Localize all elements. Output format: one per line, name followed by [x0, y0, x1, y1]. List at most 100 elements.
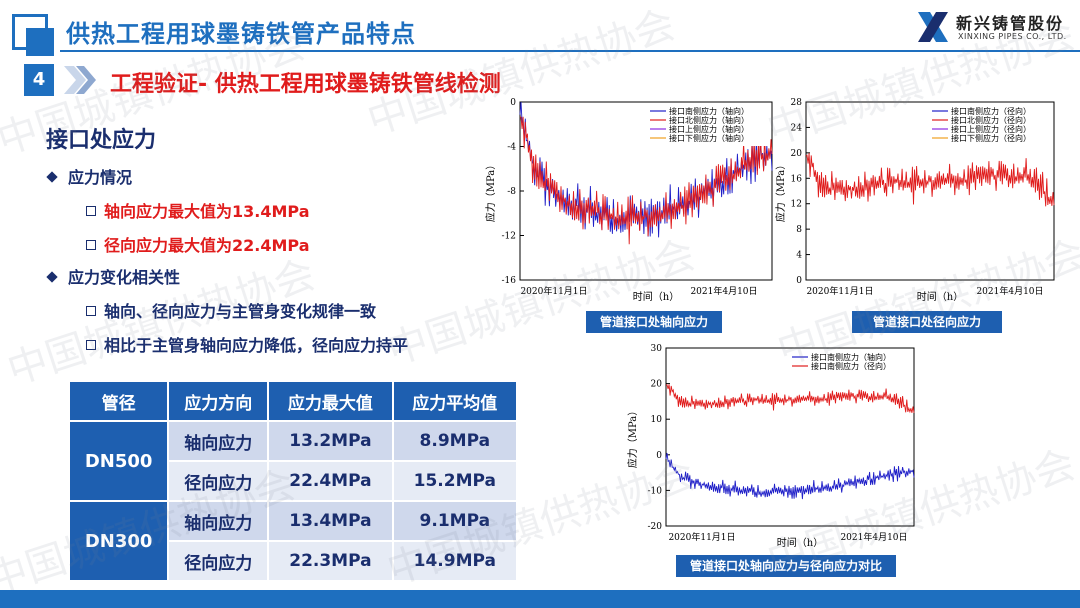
legend-entry: 接口南侧应力（径向）: [951, 106, 1031, 116]
table-header: 管径: [70, 382, 168, 420]
axial-stress-chart: 0 -4 -8 -12 -16 应力（MPa） 2020年11月1日 2021年4月10日时间…: [484, 98, 773, 303]
legend-entry: 接口下侧应力（轴向）: [669, 133, 749, 143]
x-axis-label: 时间（h）: [917, 290, 963, 303]
y-tick-label: 20: [651, 380, 663, 390]
bullet-stress-status: 应力情况: [46, 164, 132, 188]
table-cell: 8.9MPa: [393, 422, 516, 460]
x-tick-label: 2020年11月1日: [668, 531, 735, 543]
series-line: [665, 384, 915, 414]
legend-entry: 接口南侧应力（径向）: [811, 361, 891, 371]
company-logo: 新兴铸管股份 XINXING PIPES CO., LTD.: [912, 8, 1080, 48]
series-line: [805, 153, 1055, 207]
y-tick-label: 30: [651, 344, 663, 354]
table-cell: 轴向应力: [169, 502, 268, 540]
page-title: 供热工程用球墨铸铁管产品特点: [66, 20, 416, 48]
table-row: 径向应力 22.3MPa 14.9MPa: [70, 542, 516, 580]
sub-bullet-comparison: 相比于主管身轴向应力降低，径向应力持平: [86, 332, 408, 356]
y-tick-label: 0: [796, 276, 802, 286]
plot-area: [665, 347, 915, 527]
y-axis-label: 应力（MPa）: [626, 406, 639, 468]
legend-entry: 接口北侧应力（径向）: [951, 115, 1031, 125]
header-logo-squares: [12, 14, 56, 58]
table-cell: 14.9MPa: [393, 542, 516, 580]
table-cell: 13.4MPa: [269, 502, 392, 540]
logo-text-cn: 新兴铸管股份: [956, 14, 1065, 33]
diamond-bullet-icon: [46, 270, 58, 283]
table-header: 应力平均值: [393, 382, 516, 420]
y-tick-label: 12: [791, 200, 802, 210]
legend-box: [930, 106, 1050, 146]
x-tick-label: 2021年4月10日: [840, 531, 907, 543]
square-bullet-icon: [86, 239, 96, 250]
y-axis-label: 应力（MPa）: [774, 160, 787, 222]
x-tick-label: 2020年11月1日: [806, 285, 873, 297]
y-tick-label: 0: [656, 451, 662, 461]
y-tick-label: 4: [796, 251, 802, 261]
bullet-stress-correlation: 应力变化相关性: [46, 264, 180, 288]
legend-entry: 接口下侧应力（径向）: [951, 133, 1031, 143]
table-header: 应力最大值: [269, 382, 392, 420]
y-tick-label: 0: [510, 98, 516, 108]
x-tick-label: 2021年4月10日: [690, 285, 757, 297]
footer-bar: [0, 590, 1080, 608]
legend-entry: 接口北侧应力（轴向）: [669, 115, 749, 125]
section-title: 工程验证- 供热工程用球墨铸铁管线检测: [110, 72, 501, 97]
stress-table: 管径 应力方向 应力最大值 应力平均值 DN500 轴向应力 13.2MPa 8…: [68, 380, 518, 582]
y-tick-label: -20: [648, 522, 663, 532]
sub-bullet-axial-max: 轴向应力最大值为13.4MPa: [86, 198, 310, 222]
y-tick-label: -12: [502, 232, 517, 242]
table-cell: 22.3MPa: [269, 542, 392, 580]
diamond-bullet-icon: [46, 170, 58, 183]
chart-caption-comparison: 管道接口处轴向应力与径向应力对比: [676, 555, 896, 577]
logo-text-en: XINXING PIPES CO., LTD.: [958, 32, 1067, 41]
y-tick-label: 16: [791, 174, 803, 184]
table-header-row: 管径 应力方向 应力最大值 应力平均值: [70, 382, 516, 420]
y-tick-label: -8: [507, 187, 516, 197]
table-row: DN300 轴向应力 13.4MPa 9.1MPa: [70, 502, 516, 580]
y-tick-label: -4: [507, 143, 516, 153]
y-tick-label: 28: [791, 98, 803, 108]
x-axis-label: 时间（h）: [777, 536, 823, 549]
table-cell: 轴向应力: [169, 422, 268, 460]
table-cell: 9.1MPa: [393, 502, 516, 540]
x-axis-label: 时间（h）: [633, 290, 679, 303]
axial-vs-radial-chart: 30 20 10 0 -10 -20 应力（MPa） 2020年11月1日 2021年4月10日…: [626, 344, 915, 549]
legend-box: [790, 352, 910, 374]
square-bullet-icon: [86, 339, 96, 350]
table-row: 径向应力 22.4MPa 15.2MPa: [70, 462, 516, 500]
x-tick-label: 2020年11月1日: [520, 285, 587, 297]
table-cell: 13.2MPa: [269, 422, 392, 460]
table-cell: 22.4MPa: [269, 462, 392, 500]
table-cell: 径向应力: [169, 542, 268, 580]
pipe-size-cell: DN300: [70, 502, 168, 580]
y-tick-label: -10: [648, 486, 663, 496]
x-tick-label: 2021年4月10日: [976, 285, 1043, 297]
legend-entry: 接口上侧应力（轴向）: [669, 124, 749, 134]
table-header: 应力方向: [169, 382, 268, 420]
radial-stress-chart: 0 4 8 12 16 20 24 28 应力（MPa） 2020年11月1日 2021年4月10日…: [774, 98, 1055, 303]
chart-caption-radial: 管道接口处径向应力: [852, 311, 1002, 333]
sub-bullet-radial-max: 径向应力最大值为22.4MPa: [86, 232, 310, 256]
section-number: 4: [24, 64, 54, 96]
legend-box: [648, 106, 768, 146]
table-cell: 15.2MPa: [393, 462, 516, 500]
legend-entry: 接口上侧应力（径向）: [951, 124, 1031, 134]
y-tick-label: 10: [651, 415, 663, 425]
chart-caption-axial: 管道接口处轴向应力: [586, 311, 722, 333]
header-divider: [60, 50, 1080, 52]
xinxing-logo-icon: [918, 12, 948, 42]
table-row: DN500 轴向应力 13.2MPa 8.9MPa: [70, 422, 516, 500]
legend-entry: 接口南侧应力（轴向）: [811, 352, 891, 362]
series-line: [665, 452, 915, 500]
legend-entry: 接口南侧应力（轴向）: [669, 106, 749, 116]
chevron-right-icon: [64, 66, 96, 94]
square-bullet-icon: [86, 205, 96, 216]
y-tick-label: 8: [796, 225, 802, 235]
table-cell: 径向应力: [169, 462, 268, 500]
square-bullet-icon: [86, 305, 96, 316]
y-axis-label: 应力（MPa）: [484, 160, 497, 222]
content-heading: 接口处应力: [46, 128, 157, 153]
y-tick-label: -16: [502, 276, 517, 286]
pipe-size-cell: DN500: [70, 422, 168, 500]
series-line: [519, 116, 773, 245]
